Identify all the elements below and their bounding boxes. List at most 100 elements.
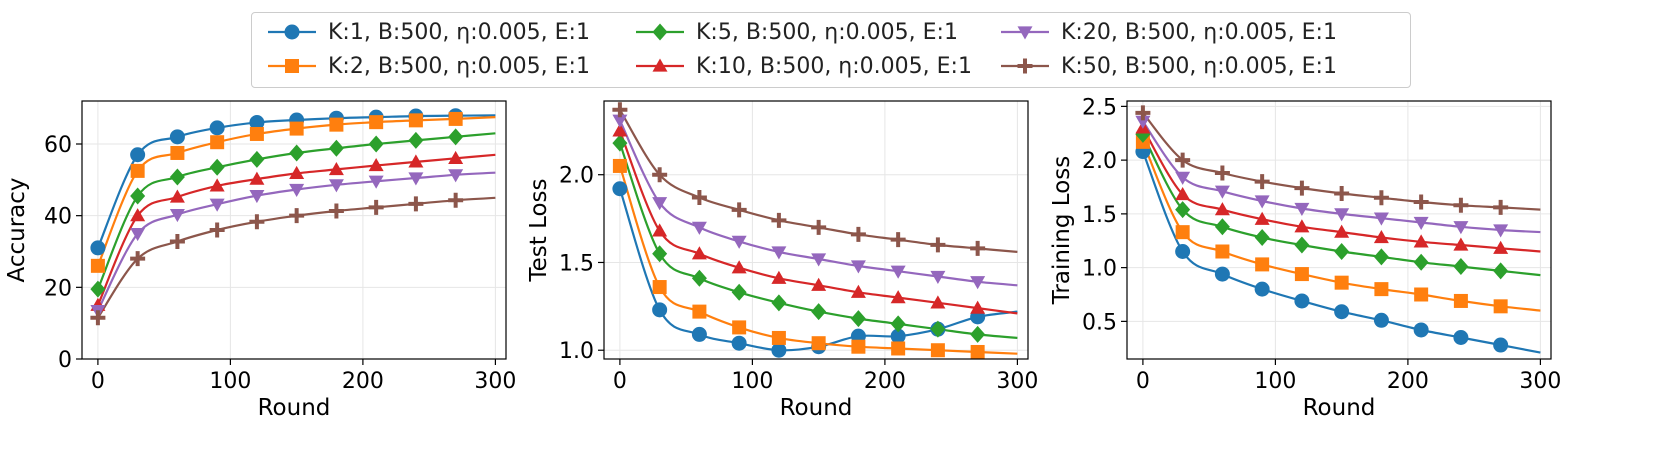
- x-tick-label: 200: [1387, 369, 1429, 394]
- data-point: [408, 154, 424, 168]
- data-point: [368, 158, 384, 172]
- data-point: [612, 181, 628, 197]
- series-group: [90, 108, 496, 326]
- data-point: [169, 208, 185, 223]
- data-point: [408, 131, 424, 149]
- data-point: [891, 341, 906, 356]
- data-point: [890, 290, 906, 304]
- data-point: [811, 219, 827, 235]
- data-point: [1254, 174, 1270, 190]
- y-tick-label: 60: [44, 133, 72, 158]
- data-point: [890, 265, 906, 279]
- data-point: [731, 202, 747, 218]
- data-point: [249, 189, 265, 204]
- x-tick-label: 300: [1519, 369, 1561, 394]
- data-point: [1294, 267, 1309, 282]
- data-point: [170, 145, 185, 160]
- data-point: [368, 199, 384, 215]
- data-point: [368, 175, 384, 189]
- data-point: [448, 128, 464, 146]
- data-point: [930, 295, 946, 309]
- data-point: [1294, 180, 1310, 196]
- data-point: [1453, 221, 1469, 235]
- data-point: [970, 276, 986, 290]
- data-point: [209, 222, 225, 238]
- data-point: [1255, 257, 1270, 272]
- data-point: [289, 183, 305, 198]
- data-point: [1254, 195, 1270, 209]
- data-point: [850, 260, 866, 274]
- data-point: [369, 115, 384, 130]
- y-tick-label: 40: [44, 205, 72, 230]
- data-point: [970, 344, 985, 359]
- chart-panel-3: 0 100 200 300 0.5 1.0 1.5 2.0 2.5 Round Training L…: [1049, 95, 1561, 421]
- legend-label: K:1, B:500, η:0.005, E:1: [328, 19, 590, 45]
- data-point: [169, 168, 185, 186]
- data-point: [612, 123, 628, 137]
- data-point: [209, 120, 225, 136]
- series-group: [612, 102, 1018, 359]
- data-point: [448, 169, 464, 183]
- data-point: [90, 310, 106, 326]
- data-point: [652, 197, 668, 211]
- y-tick-label: 2.5: [1082, 95, 1117, 120]
- legend-swatch: [636, 58, 684, 72]
- data-point: [1453, 293, 1468, 308]
- data-point: [1294, 236, 1310, 254]
- data-point: [130, 227, 146, 242]
- data-point: [1413, 253, 1429, 271]
- data-point: [652, 167, 668, 183]
- data-point: [1334, 243, 1350, 260]
- data-point: [1373, 248, 1389, 266]
- data-point: [691, 269, 707, 287]
- data-point: [448, 192, 464, 208]
- data-point: [289, 165, 305, 180]
- data-point: [731, 235, 747, 249]
- data-point: [289, 121, 304, 136]
- data-point: [732, 320, 747, 335]
- data-point: [289, 208, 305, 224]
- data-point: [731, 260, 747, 274]
- legend: K:1, B:500, η:0.005, E:1 K:2, B:500, η:0.…: [251, 12, 1411, 88]
- axes-frame: [1126, 100, 1552, 360]
- data-point: [249, 214, 265, 230]
- legend-swatch: [636, 23, 684, 41]
- data-point: [612, 102, 628, 118]
- data-point: [1175, 152, 1191, 168]
- data-point: [1374, 282, 1389, 297]
- data-point: [1294, 293, 1310, 309]
- y-tick-label: 1.0: [559, 339, 594, 364]
- legend-item: K:5, B:500, η:0.005, E:1: [632, 17, 958, 47]
- data-point: [850, 226, 866, 242]
- data-point: [970, 325, 986, 343]
- data-point: [1453, 197, 1469, 213]
- data-point: [811, 253, 827, 267]
- data-point: [612, 114, 628, 128]
- data-point: [691, 246, 707, 260]
- legend-label: K:2, B:500, η:0.005, E:1: [328, 53, 590, 79]
- data-point: [130, 251, 146, 267]
- data-point: [408, 113, 423, 128]
- x-axis-label: Round: [780, 395, 853, 421]
- data-point: [970, 300, 986, 314]
- data-point: [930, 237, 946, 253]
- data-point: [1334, 185, 1350, 201]
- data-point: [1214, 202, 1230, 216]
- data-point: [1453, 330, 1469, 345]
- data-point: [249, 150, 265, 168]
- data-point: [691, 221, 707, 235]
- data-point: [90, 258, 105, 273]
- x-tick-label: 100: [1254, 369, 1296, 394]
- data-point: [289, 144, 305, 162]
- x-tick-label: 0: [1136, 369, 1150, 394]
- data-point: [1175, 225, 1190, 240]
- legend-swatch: [1001, 58, 1049, 74]
- legend-marker: [1017, 58, 1033, 74]
- y-tick-label: 2.0: [1082, 149, 1117, 174]
- data-point: [811, 303, 827, 321]
- data-point: [1493, 199, 1509, 215]
- data-point: [1493, 240, 1509, 254]
- legend-item: K:10, B:500, η:0.005, E:1: [632, 51, 972, 81]
- x-tick-label: 0: [91, 369, 105, 394]
- data-point: [249, 171, 265, 185]
